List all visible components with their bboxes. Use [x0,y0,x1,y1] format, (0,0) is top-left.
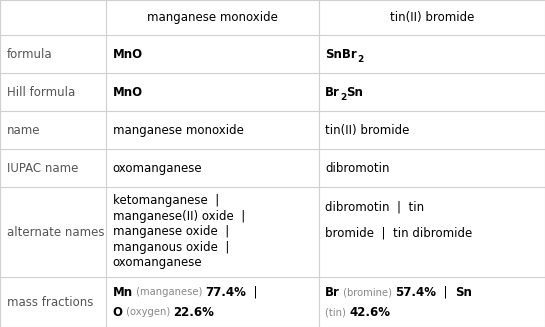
Text: manganese(II) oxide  |: manganese(II) oxide | [113,210,245,223]
Text: dibromotin  |  tin: dibromotin | tin [325,200,425,214]
Text: manganese oxide  |: manganese oxide | [113,225,229,238]
Text: name: name [7,124,40,136]
Text: Sn: Sn [347,85,364,98]
Text: mass fractions: mass fractions [7,296,93,308]
Text: 57.4%: 57.4% [395,285,437,299]
Text: 2: 2 [357,55,364,64]
Text: |: | [437,285,456,299]
Text: 42.6%: 42.6% [349,305,390,318]
Text: (tin): (tin) [325,307,349,317]
Text: MnO: MnO [113,47,143,60]
Text: (bromine): (bromine) [340,287,395,297]
Text: MnO: MnO [113,85,143,98]
Text: Mn: Mn [113,285,133,299]
Text: |: | [246,285,258,299]
Text: 77.4%: 77.4% [205,285,246,299]
Text: manganous oxide  |: manganous oxide | [113,241,229,254]
Text: (oxygen): (oxygen) [123,307,173,317]
Text: ketomanganese  |: ketomanganese | [113,194,219,207]
Text: Br: Br [325,285,340,299]
Text: oxomanganese: oxomanganese [113,256,202,269]
Text: bromide  |  tin dibromide: bromide | tin dibromide [325,226,473,239]
Text: Sn: Sn [456,285,472,299]
Text: manganese monoxide: manganese monoxide [147,11,278,24]
Text: O: O [113,305,123,318]
Text: dibromotin: dibromotin [325,162,390,175]
Text: formula: formula [7,47,52,60]
Text: oxomanganese: oxomanganese [113,162,202,175]
Text: alternate names: alternate names [7,226,104,238]
Text: IUPAC name: IUPAC name [7,162,78,175]
Text: Br: Br [325,85,340,98]
Text: (manganese): (manganese) [133,287,205,297]
Text: Hill formula: Hill formula [7,85,75,98]
Text: 22.6%: 22.6% [173,305,214,318]
Text: SnBr: SnBr [325,47,357,60]
Text: manganese monoxide: manganese monoxide [113,124,244,136]
Text: tin(II) bromide: tin(II) bromide [325,124,410,136]
Text: 2: 2 [340,93,347,102]
Text: tin(II) bromide: tin(II) bromide [390,11,474,24]
